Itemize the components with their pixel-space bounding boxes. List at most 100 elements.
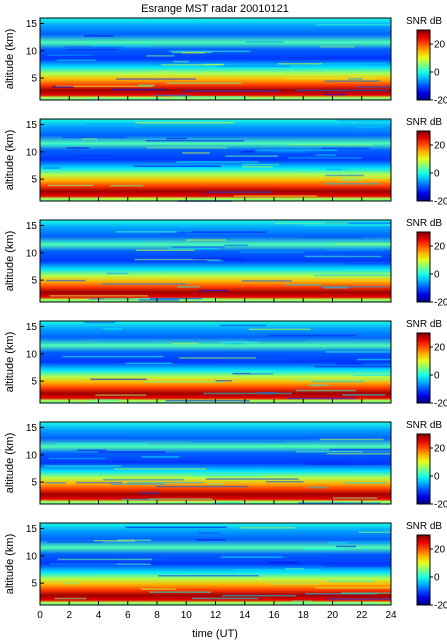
y-axis-label: altitude (km) [4, 534, 16, 595]
texture-streak [207, 259, 223, 262]
texture-streak [339, 179, 361, 181]
x-tick-label: 0 [37, 610, 43, 621]
texture-streak [304, 255, 382, 258]
texture-streak [224, 244, 249, 247]
texture-streak [288, 157, 362, 159]
chart-title: Esrange MST radar 20010121 [141, 3, 289, 15]
texture-streak [186, 566, 212, 568]
texture-streak [217, 65, 291, 68]
x-tick-label: 24 [385, 610, 397, 621]
texture-streak [179, 470, 267, 472]
colorbar-label: SNR dB [406, 218, 442, 229]
texture-streak [75, 481, 123, 484]
y-tick-label: 5 [31, 377, 37, 388]
texture-streak [213, 501, 243, 504]
texture-streak [319, 438, 384, 441]
colorbar [416, 332, 431, 404]
colorbar [416, 534, 431, 606]
texture-streak [308, 501, 365, 503]
texture-streak [268, 561, 298, 564]
texture-streak [329, 448, 391, 451]
colorbar-tick-label: -20 [434, 399, 447, 410]
colorbar-label: SNR dB [406, 117, 442, 128]
texture-streak [203, 392, 292, 395]
texture-streak [324, 80, 381, 82]
texture-streak [297, 502, 381, 504]
texture-streak [139, 492, 159, 494]
colorbar-label: SNR dB [406, 521, 442, 532]
texture-streak [66, 147, 90, 149]
texture-streak [97, 574, 185, 577]
texture-streak [64, 46, 123, 48]
y-tick-label: 15 [26, 221, 38, 232]
texture-streak [352, 335, 391, 337]
texture-streak [325, 222, 391, 224]
texture-streak [336, 545, 357, 548]
texture-streak [221, 556, 283, 558]
texture-streak [359, 531, 391, 533]
colorbar-label: SNR dB [406, 16, 442, 27]
texture-streak [319, 45, 355, 48]
texture-streak [325, 174, 364, 177]
texture-streak [242, 166, 273, 168]
texture-streak [177, 286, 200, 288]
texture-streak [42, 167, 61, 169]
texture-streak [325, 168, 343, 171]
colorbar-tick-label: 0 [434, 68, 440, 79]
x-tick-label: 10 [181, 610, 193, 621]
texture-streak [325, 351, 391, 353]
texture-streak [254, 151, 307, 153]
texture-streak [316, 24, 391, 26]
texture-streak [47, 184, 94, 187]
texture-streak [125, 526, 227, 529]
colorbar-tick-label: -20 [434, 298, 447, 309]
texture-streak [95, 394, 147, 396]
texture-streak [285, 568, 305, 570]
texture-streak [152, 71, 175, 73]
texture-streak [311, 380, 364, 383]
texture-streak [218, 341, 259, 344]
texture-streak [165, 400, 250, 402]
texture-streak [220, 59, 246, 62]
texture-streak [44, 465, 122, 467]
texture-streak [176, 231, 267, 233]
y-tick-label: 15 [26, 524, 38, 535]
texture-streak [296, 450, 363, 453]
texture-streak [337, 119, 391, 122]
texture-streak [292, 460, 373, 463]
y-tick-label: 15 [26, 423, 38, 434]
texture-streak [75, 154, 113, 157]
texture-streak [192, 474, 263, 477]
texture-streak [159, 233, 188, 235]
y-tick-label: 5 [31, 579, 37, 590]
texture-streak [166, 137, 188, 140]
texture-streak [141, 456, 180, 458]
texture-streak [233, 195, 318, 197]
texture-streak [329, 554, 391, 557]
colorbar-tick-label: 20 [434, 40, 446, 51]
colorbar-tick-label: -20 [434, 197, 447, 208]
texture-streak [186, 239, 227, 241]
y-tick-label: 5 [31, 478, 37, 489]
x-axis-label: time (UT) [192, 628, 238, 640]
y-tick-label: 5 [31, 175, 37, 186]
texture-streak [323, 249, 385, 251]
texture-streak [90, 44, 155, 47]
texture-streak [49, 295, 149, 297]
texture-streak [289, 143, 373, 146]
x-tick-label: 4 [96, 610, 102, 621]
texture-streak [191, 441, 286, 443]
texture-streak [240, 370, 272, 373]
x-tick-label: 2 [66, 610, 72, 621]
panel-3: 5 10 15 altitude (km) SNR dB 20 0 -20 [4, 218, 447, 309]
texture-streak [42, 338, 83, 341]
texture-streak [196, 539, 226, 541]
texture-streak [171, 246, 225, 248]
colorbar-tick-label: 20 [434, 545, 446, 556]
texture-streak [182, 90, 282, 92]
texture-streak [327, 598, 391, 600]
texture-streak [62, 355, 164, 358]
texture-streak [198, 532, 219, 534]
texture-streak [306, 463, 391, 465]
